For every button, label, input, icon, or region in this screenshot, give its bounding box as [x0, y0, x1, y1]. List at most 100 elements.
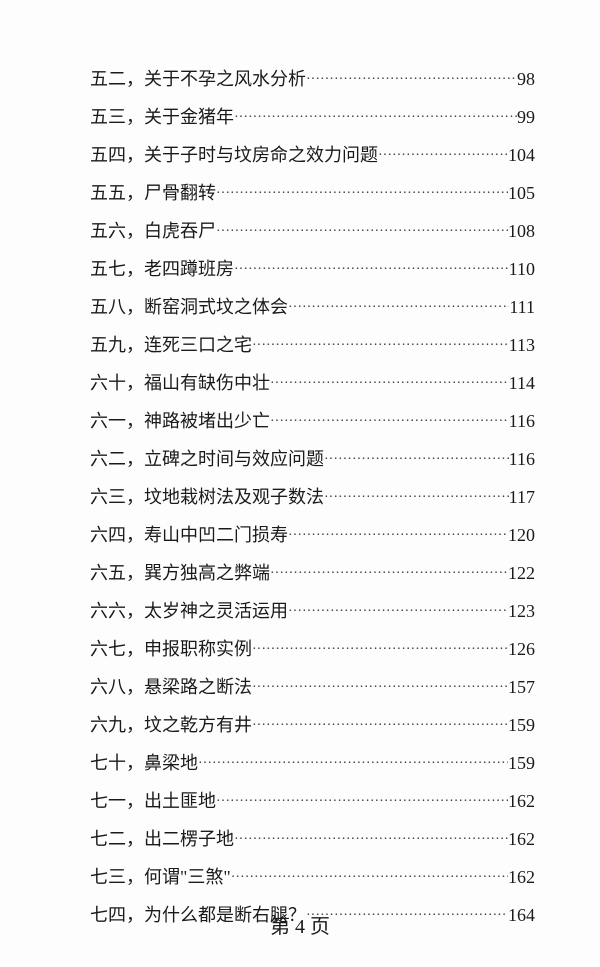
toc-entry-page: 98 [517, 70, 535, 88]
toc-leader-dots [216, 187, 508, 201]
toc-entry-title: 福山有缺伤中壮 [144, 374, 270, 392]
toc-entry-page: 116 [509, 412, 535, 430]
toc-leader-dots [270, 377, 509, 391]
toc-row: 五三，关于金猪年99 [90, 108, 535, 127]
toc-entry-title: 立碑之时间与效应问题 [144, 450, 324, 468]
toc-leader-dots [231, 871, 508, 885]
toc-entry-page: 104 [508, 146, 535, 164]
toc-entry-page: 162 [508, 830, 535, 848]
toc-entry-page: 116 [509, 450, 535, 468]
toc-entry-number: 七十， [90, 754, 144, 772]
toc-entry-title: 出二楞子地 [144, 830, 234, 848]
toc-leader-dots [324, 453, 509, 467]
toc-entry-number: 六二， [90, 450, 144, 468]
toc-row: 六七，申报职称实例126 [90, 640, 535, 659]
page-number-footer: 第 4 页 [0, 910, 600, 939]
toc-entry-number: 六八， [90, 678, 144, 696]
toc-row: 六一，神路被堵出少亡 116 [90, 412, 535, 431]
toc-entry-page: 123 [508, 602, 535, 620]
toc-entry-page: 159 [508, 754, 535, 772]
toc-entry-number: 六三， [90, 488, 144, 506]
toc-entry-title: 坟之乾方有井 [144, 716, 252, 734]
toc-row: 六五，巽方独高之弊端 122 [90, 564, 535, 583]
toc-leader-dots [378, 149, 508, 163]
toc-entry-title: 巽方独高之弊端 [144, 564, 270, 582]
toc-row: 六六，太岁神之灵活运用123 [90, 602, 535, 621]
toc-entry-number: 七一， [90, 792, 144, 810]
toc-row: 五九，连死三口之宅113 [90, 336, 535, 355]
toc-row: 五二，关于不孕之风水分析 98 [90, 70, 535, 89]
toc-entry-number: 六一， [90, 412, 144, 430]
toc-row: 七一，出土匪地 162 [90, 792, 535, 811]
toc-entry-title: 白虎吞尸 [144, 222, 216, 240]
toc-entry-page: 162 [508, 868, 535, 886]
toc-leader-dots [252, 719, 508, 733]
toc-entry-page: 108 [508, 222, 535, 240]
page: 五二，关于不孕之风水分析98五三，关于金猪年99五四，关于子时与坟房命之效力问题… [0, 0, 600, 967]
toc-entry-title: 关于子时与坟房命之效力问题 [144, 146, 378, 164]
toc-entry-number: 五七， [90, 260, 144, 278]
toc-row: 六二，立碑之时间与效应问题 116 [90, 450, 535, 469]
toc-leader-dots [270, 567, 508, 581]
toc-leader-dots [306, 73, 517, 87]
toc-entry-page: 120 [508, 526, 535, 544]
toc-entry-number: 五五， [90, 184, 144, 202]
toc-entry-number: 六十， [90, 374, 144, 392]
toc-entry-number: 六五， [90, 564, 144, 582]
toc-entry-number: 六七， [90, 640, 144, 658]
toc-entry-page: 157 [508, 678, 535, 696]
toc-entry-number: 五二， [90, 70, 144, 88]
toc-row: 五五，尸骨翻转105 [90, 184, 535, 203]
toc-entry-page: 162 [508, 792, 535, 810]
toc-list: 五二，关于不孕之风水分析98五三，关于金猪年99五四，关于子时与坟房命之效力问题… [90, 70, 535, 925]
toc-entry-page: 114 [509, 374, 535, 392]
toc-entry-title: 神路被堵出少亡 [144, 412, 270, 430]
toc-entry-number: 五八， [90, 298, 144, 316]
toc-leader-dots [234, 833, 508, 847]
toc-entry-page: 99 [517, 108, 535, 126]
toc-entry-title: 坟地栽树法及观子数法 [144, 488, 324, 506]
toc-row: 七二，出二楞子地162 [90, 830, 535, 849]
toc-leader-dots [288, 529, 508, 543]
toc-entry-title: 悬梁路之断法 [144, 678, 252, 696]
toc-leader-dots [288, 301, 509, 315]
toc-entry-title: 鼻梁地 [144, 754, 198, 772]
toc-entry-number: 六九， [90, 716, 144, 734]
toc-entry-title: 何谓"三煞" [144, 868, 231, 886]
toc-leader-dots [216, 225, 508, 239]
toc-entry-title: 关于金猪年 [144, 108, 234, 126]
toc-row: 七三，何谓"三煞"162 [90, 868, 535, 887]
toc-entry-page: 105 [508, 184, 535, 202]
toc-entry-page: 159 [508, 716, 535, 734]
toc-entry-title: 太岁神之灵活运用 [144, 602, 288, 620]
toc-leader-dots [216, 795, 508, 809]
toc-leader-dots [288, 605, 508, 619]
toc-leader-dots [270, 415, 509, 429]
toc-row: 五八，断窑洞式坟之体会 111 [90, 298, 535, 317]
toc-row: 六四，寿山中凹二门损寿 120 [90, 526, 535, 545]
toc-entry-title: 出土匪地 [144, 792, 216, 810]
toc-leader-dots [252, 339, 509, 353]
toc-row: 五四，关于子时与坟房命之效力问题 104 [90, 146, 535, 165]
toc-row: 七十，鼻梁地 159 [90, 754, 535, 773]
toc-leader-dots [324, 491, 509, 505]
toc-entry-number: 五四， [90, 146, 144, 164]
toc-entry-title: 申报职称实例 [144, 640, 252, 658]
toc-entry-page: 111 [509, 298, 535, 316]
toc-row: 六九，坟之乾方有井 159 [90, 716, 535, 735]
toc-entry-page: 122 [508, 564, 535, 582]
toc-entry-title: 关于不孕之风水分析 [144, 70, 306, 88]
toc-entry-title: 寿山中凹二门损寿 [144, 526, 288, 544]
toc-leader-dots [234, 263, 509, 277]
toc-leader-dots [234, 111, 517, 125]
toc-entry-page: 113 [509, 336, 535, 354]
toc-entry-title: 断窑洞式坟之体会 [144, 298, 288, 316]
toc-entry-title: 老四蹲班房 [144, 260, 234, 278]
toc-entry-number: 六四， [90, 526, 144, 544]
toc-row: 五六，白虎吞尸 108 [90, 222, 535, 241]
toc-entry-number: 五六， [90, 222, 144, 240]
toc-leader-dots [198, 757, 508, 771]
toc-entry-title: 连死三口之宅 [144, 336, 252, 354]
toc-row: 六三，坟地栽树法及观子数法117 [90, 488, 535, 507]
toc-entry-page: 110 [509, 260, 535, 278]
